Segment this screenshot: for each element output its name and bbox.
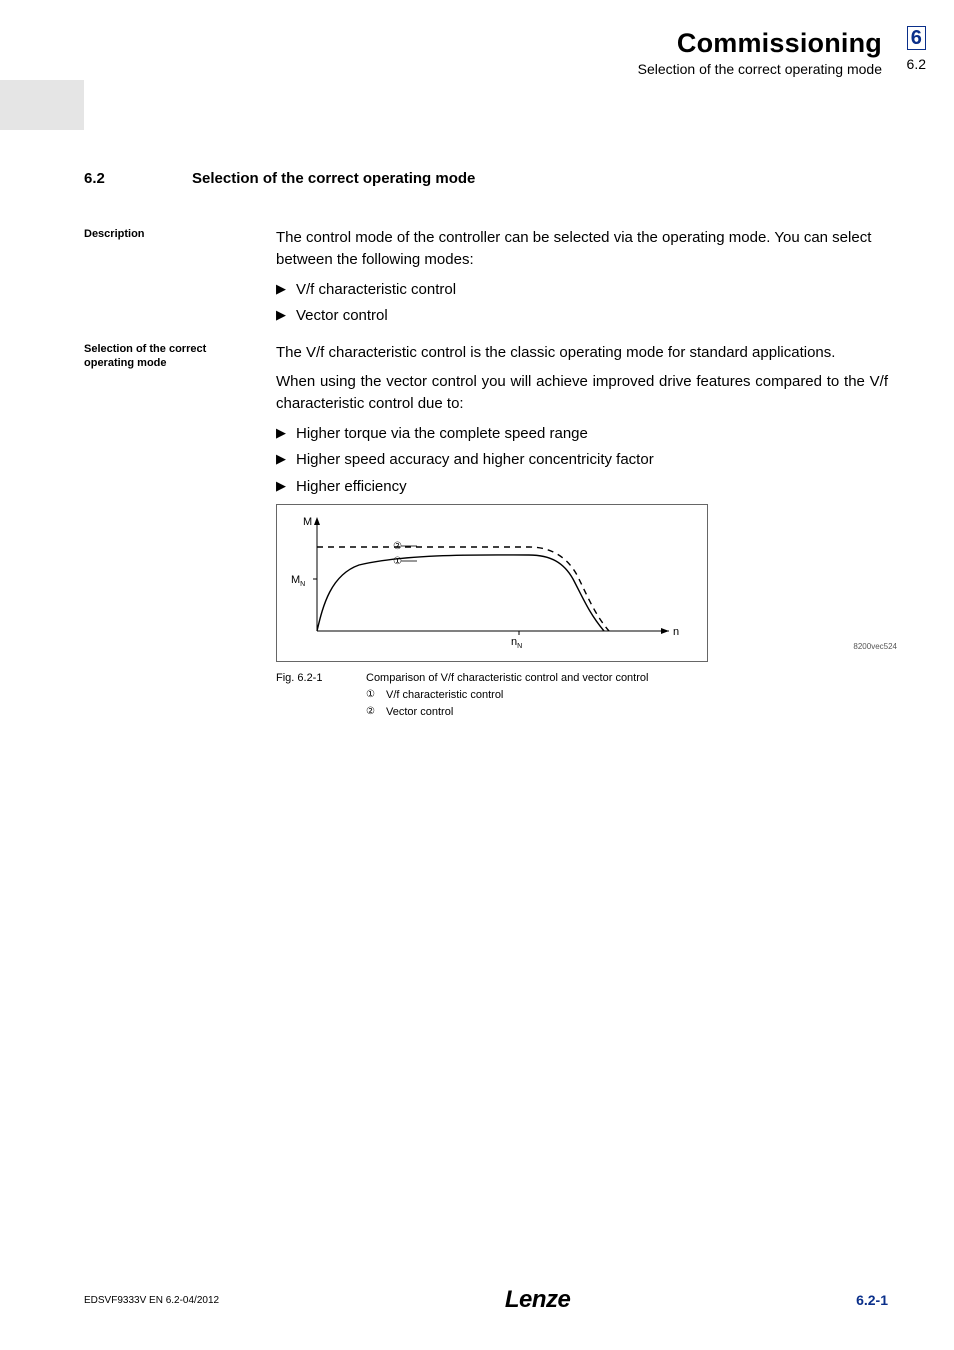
description-label: Description — [84, 227, 276, 332]
svg-text:nN: nN — [511, 636, 522, 650]
bullet-item: ▶ V/f characteristic control — [276, 279, 888, 302]
header-subtitle: Selection of the correct operating mode — [638, 61, 882, 77]
torque-speed-chart: M MN nN n ① ② — [289, 513, 697, 655]
bullet-item: ▶ Vector control — [276, 305, 888, 328]
chart-container: MMNnNn①② 8200vec524 Fig. 6.2-1 Compariso… — [276, 504, 888, 722]
selection-label: Selection of the correct operating mode — [84, 342, 276, 730]
chart-box: MMNnNn①② 8200vec524 — [276, 504, 708, 662]
svg-text:②: ② — [393, 541, 402, 552]
bullet-text: Higher speed accuracy and higher concent… — [296, 449, 654, 472]
legend-symbol-2: ② — [366, 704, 386, 722]
lenze-logo: Lenze — [505, 1286, 571, 1314]
bullet-text: Vector control — [296, 305, 388, 328]
figure-caption: Comparison of V/f characteristic control… — [366, 670, 888, 687]
footer-doc-id: EDSVF9333V EN 6.2-04/2012 — [84, 1295, 219, 1306]
section-heading-row: 6.2 Selection of the correct operating m… — [84, 170, 888, 187]
legend-row: ① V/f characteristic control — [366, 687, 888, 705]
header-title: Commissioning — [638, 28, 882, 59]
header-numbers: 6 6.2 — [907, 26, 926, 72]
bullet-text: V/f characteristic control — [296, 279, 456, 302]
bullet-text: Higher torque via the complete speed ran… — [296, 423, 588, 446]
bullet-marker-icon: ▶ — [276, 305, 296, 328]
bullet-marker-icon: ▶ — [276, 423, 296, 446]
bullet-item: ▶ Higher efficiency — [276, 476, 888, 499]
bullet-text: Higher efficiency — [296, 476, 407, 499]
section-number: 6.2 — [907, 56, 926, 72]
description-body: The control mode of the controller can b… — [276, 227, 888, 332]
description-para: The control mode of the controller can b… — [276, 227, 888, 271]
figure-label: Fig. 6.2-1 — [276, 670, 366, 722]
section-heading-number: 6.2 — [84, 170, 192, 187]
selection-para-2: When using the vector control you will a… — [276, 371, 888, 415]
selection-body: The V/f characteristic control is the cl… — [276, 342, 888, 730]
legend-row: ② Vector control — [366, 704, 888, 722]
page-footer: EDSVF9333V EN 6.2-04/2012 Lenze 6.2-1 — [0, 1286, 954, 1314]
figure-caption-text: Comparison of V/f characteristic control… — [366, 670, 888, 722]
bullet-marker-icon: ▶ — [276, 449, 296, 472]
header-gray-band — [0, 80, 84, 130]
svg-text:MN: MN — [291, 574, 305, 588]
bullet-item: ▶ Higher torque via the complete speed r… — [276, 423, 888, 446]
content-area: 6.2 Selection of the correct operating m… — [0, 130, 954, 730]
figure-caption-row: Fig. 6.2-1 Comparison of V/f characteris… — [276, 670, 888, 722]
footer-page-number: 6.2-1 — [856, 1292, 888, 1308]
description-block: Description The control mode of the cont… — [84, 227, 888, 332]
legend-text-2: Vector control — [386, 704, 453, 722]
section-heading-title: Selection of the correct operating mode — [192, 170, 475, 187]
chart-side-code: 8200vec524 — [853, 642, 897, 651]
selection-block: Selection of the correct operating mode … — [84, 342, 888, 730]
legend-text-1: V/f characteristic control — [386, 687, 503, 705]
selection-para-1: The V/f characteristic control is the cl… — [276, 342, 888, 364]
page-header: Commissioning Selection of the correct o… — [0, 0, 954, 130]
svg-text:M: M — [303, 516, 312, 528]
svg-text:n: n — [673, 626, 679, 638]
bullet-item: ▶ Higher speed accuracy and higher conce… — [276, 449, 888, 472]
bullet-marker-icon: ▶ — [276, 476, 296, 499]
chapter-number: 6 — [907, 26, 926, 50]
header-text-block: Commissioning Selection of the correct o… — [638, 28, 882, 77]
legend-symbol-1: ① — [366, 687, 386, 705]
svg-text:①: ① — [393, 556, 402, 567]
bullet-marker-icon: ▶ — [276, 279, 296, 302]
